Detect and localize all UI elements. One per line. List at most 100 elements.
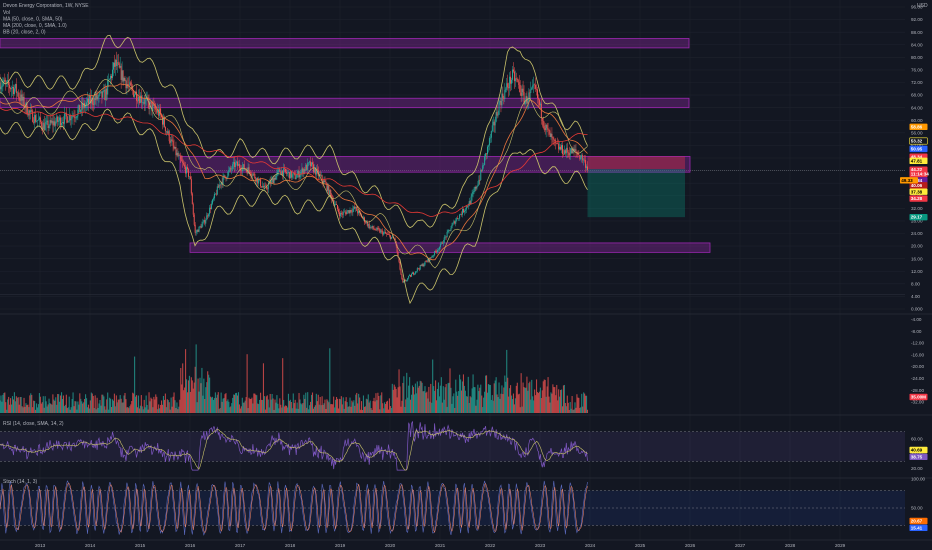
volume-bar [164, 393, 166, 413]
volume-bar [214, 392, 216, 413]
candle-body [102, 90, 104, 98]
rsi-value-badge: 40.69 [909, 446, 928, 454]
volume-bar [398, 369, 400, 413]
candle-body [35, 115, 37, 122]
time-axis[interactable]: 2013 2014 2015 2016 2017 2018 2019 2020 2021 2022… [35, 543, 846, 548]
stop-zone[interactable] [587, 156, 686, 170]
zone-rect[interactable] [189, 242, 711, 253]
rsi-label[interactable]: RSI (14, close, SMA, 14, 2) [3, 421, 64, 427]
bb-label[interactable]: BB (20, close, 2, 0) [3, 30, 46, 36]
volume-bar [524, 387, 526, 413]
volume-bar [520, 373, 522, 413]
candle-body [398, 257, 400, 262]
candle-body [27, 113, 29, 116]
candle-body [81, 103, 83, 111]
candle-body [459, 214, 461, 219]
volume-bar [250, 398, 252, 413]
candle-body [587, 166, 588, 171]
year-tick: 2019 [335, 543, 346, 548]
candle-body [537, 98, 539, 100]
svg-text:20.67: 20.67 [911, 519, 923, 524]
candle-body [347, 210, 349, 212]
volume-bar [553, 387, 555, 413]
candle-body [156, 109, 158, 113]
indicator-lines [0, 34, 588, 305]
candle-body [270, 179, 272, 185]
candle-body [246, 170, 248, 174]
candle-body [208, 214, 210, 217]
candle-body [562, 145, 563, 154]
stoch-label[interactable]: Stoch (14, 1, 3) [3, 479, 38, 485]
volume-bar [277, 403, 279, 413]
volume-bar [240, 406, 242, 413]
volume-bar [325, 409, 327, 413]
candle-body [425, 261, 427, 263]
candle-body [506, 83, 508, 89]
volume-bar [70, 407, 72, 413]
stoch-panel [0, 480, 905, 536]
volume-bar [266, 395, 268, 413]
candle-body [401, 274, 403, 279]
short-position-tool[interactable] [587, 156, 686, 218]
candle-body [532, 85, 534, 88]
volume-bar [30, 393, 32, 413]
price-axis[interactable]: 96.00 92.00 88.00 84.00 80.00 76.00 72.00 68.00… [900, 5, 929, 531]
candle-body [287, 172, 288, 174]
volume-bar [92, 395, 94, 413]
candle-body [65, 112, 67, 117]
candle-body [158, 109, 160, 116]
volume-bar [579, 408, 581, 413]
volume-bar [278, 408, 280, 413]
volume-bar [360, 409, 362, 413]
volume-bar [479, 387, 481, 413]
year-tick: 2015 [135, 543, 146, 548]
volume-bar [468, 402, 470, 413]
year-tick: 2022 [485, 543, 496, 548]
candle-body [558, 143, 560, 150]
candle-body [157, 109, 159, 113]
candle-body [365, 221, 367, 223]
price-tick: 64.00 [911, 105, 923, 110]
candle-body [470, 196, 472, 205]
candle-body [37, 120, 38, 121]
volume-bar [268, 407, 270, 413]
candle-body [378, 228, 380, 230]
zone-rect[interactable] [0, 38, 690, 49]
target-zone[interactable] [587, 169, 686, 218]
candle-body [313, 167, 315, 172]
candle-body [216, 186, 218, 195]
volume-tick: -28.00 [911, 388, 924, 393]
zone-rect[interactable] [0, 97, 690, 109]
candle-body [447, 230, 449, 232]
volume-bar [383, 408, 385, 413]
volume-bar [381, 392, 383, 413]
candle-body [213, 193, 215, 199]
candle-body [326, 183, 328, 191]
volume-bar [380, 395, 382, 413]
volume-bar [106, 399, 108, 413]
volume-bar [150, 397, 152, 413]
volume-bar [168, 402, 170, 413]
candle-body [431, 257, 433, 258]
volume-bar [496, 394, 498, 413]
candle-body [515, 78, 517, 79]
volume-bar [363, 406, 365, 413]
candle-body [482, 165, 484, 171]
volume-bar [463, 385, 465, 413]
price-tick: 96.00 [911, 5, 923, 10]
candle-body [299, 174, 301, 178]
line-ma-200 [0, 107, 588, 217]
volume-bar [194, 366, 196, 413]
volume-bar [146, 404, 148, 413]
candle-body [358, 210, 360, 214]
volume-bar [61, 399, 64, 413]
volume-bar [525, 387, 527, 413]
volume-bar [436, 388, 439, 413]
ma50-label[interactable]: MA (50, close, 0, SMA, 50) [3, 17, 63, 23]
volume-label[interactable]: Vol [3, 10, 10, 16]
volume-bar [60, 392, 63, 413]
candle-body [420, 265, 422, 266]
volume-bar [31, 394, 33, 413]
ma200-label[interactable]: MA (200, close, 0, SMA, 1.0) [3, 23, 67, 29]
